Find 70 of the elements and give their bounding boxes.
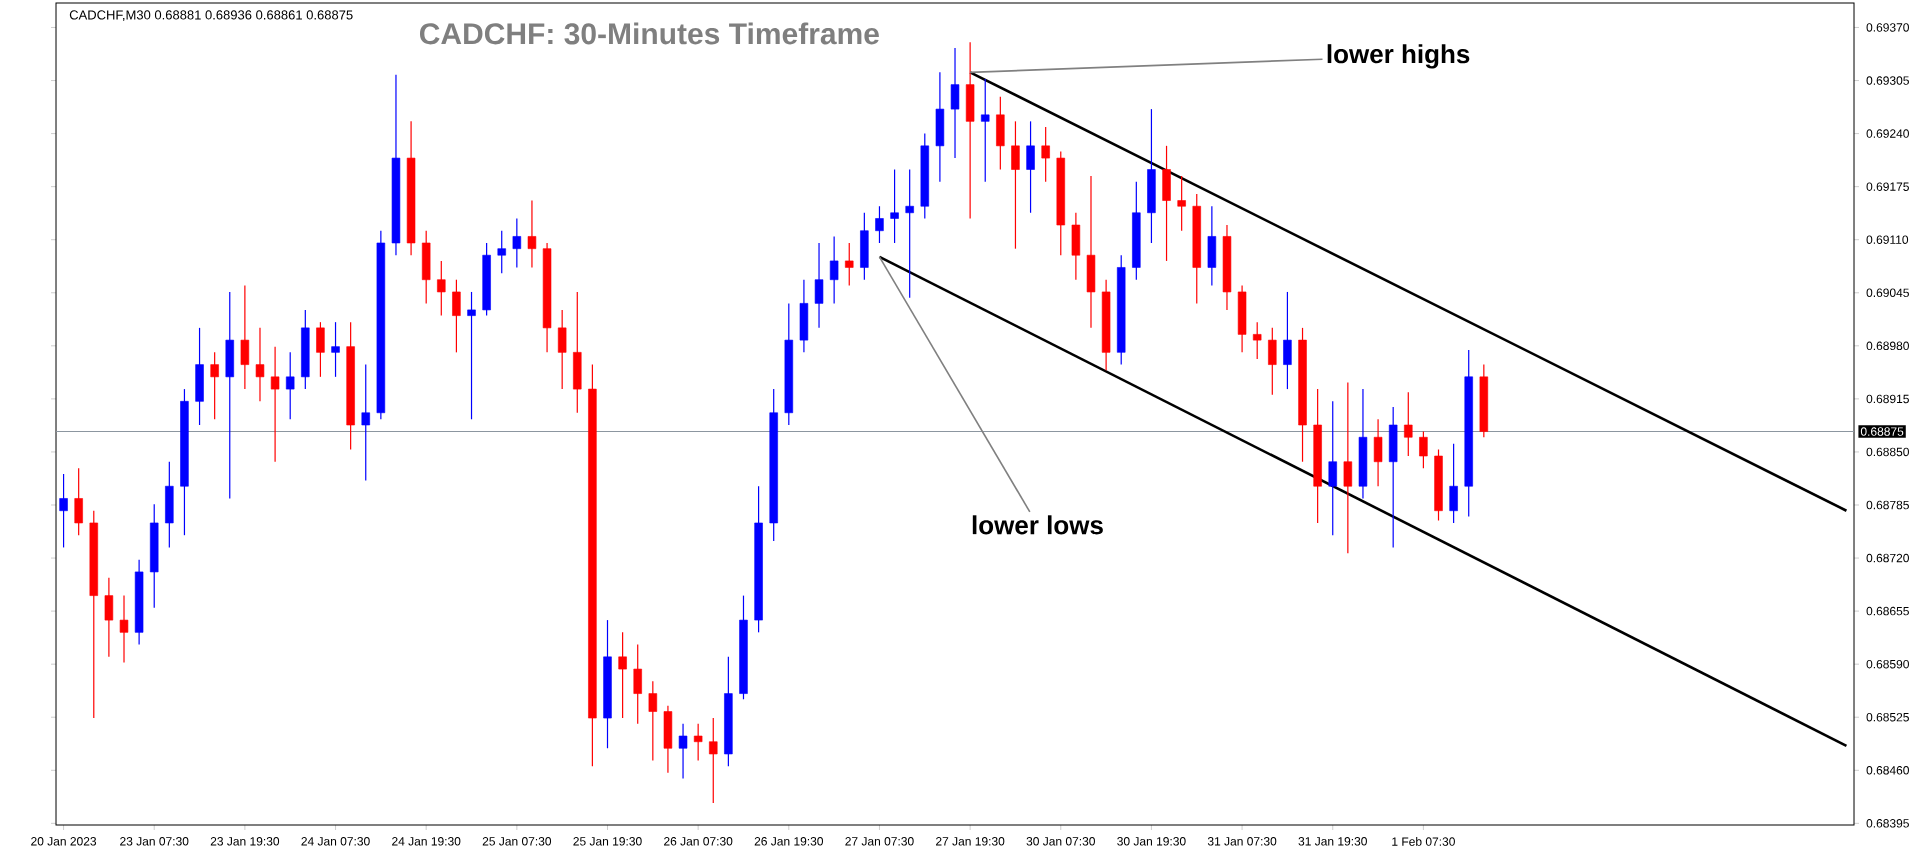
candlestick xyxy=(1011,120,1020,250)
candlestick xyxy=(255,327,265,402)
y-tick-label: 0.69045 xyxy=(1866,288,1909,298)
candlestick xyxy=(905,168,914,299)
y-tick-label: 0.68785 xyxy=(1866,500,1909,510)
x-tick-label: 24 Jan 19:30 xyxy=(392,837,461,846)
y-tick-label: 0.69305 xyxy=(1866,76,1909,85)
candlestick xyxy=(829,235,839,304)
x-tick-label: 31 Jan 07:30 xyxy=(1207,837,1277,846)
y-tick-label: 0.68395 xyxy=(1866,819,1909,828)
candlestick xyxy=(512,217,522,269)
x-tick-label: 25 Jan 19:30 xyxy=(573,837,642,846)
candlestick xyxy=(437,260,446,317)
x-tick-label: 26 Jan 19:30 xyxy=(754,837,824,846)
x-tick-label: 25 Jan 07:30 xyxy=(482,837,552,846)
y-tick-label: 0.68980 xyxy=(1866,341,1909,351)
annotation: CADCHF,M30 0.68881 0.68936 0.68861 0.68875 xyxy=(69,10,353,22)
x-tick-label: 30 Jan 07:30 xyxy=(1026,837,1095,846)
annotation: lower lows xyxy=(972,515,1103,535)
candlestick xyxy=(1026,120,1035,214)
x-tick-label: 20 Jan 2023 xyxy=(31,837,97,846)
candlestick xyxy=(845,242,854,287)
y-tick-label: 0.68720 xyxy=(1866,553,1909,563)
candlestick xyxy=(285,351,295,420)
y-tick-label: 0.69240 xyxy=(1866,129,1909,138)
candlestick xyxy=(709,717,718,804)
candlestick xyxy=(1252,321,1262,360)
y-tick-label: 0.68460 xyxy=(1866,766,1909,775)
candlestick xyxy=(890,168,899,244)
candlestick xyxy=(1404,391,1413,457)
y-tick-label: 0.69175 xyxy=(1866,182,1909,191)
x-tick-label: 23 Jan 19:30 xyxy=(210,837,280,846)
candlestick xyxy=(527,199,537,269)
candlestick xyxy=(361,364,370,482)
x-tick-label: 30 Jan 19:30 xyxy=(1117,837,1186,846)
annotation: lower highs xyxy=(1327,44,1470,69)
candlestick xyxy=(452,279,461,353)
candlestick xyxy=(1419,430,1428,469)
candlestick xyxy=(981,78,990,183)
x-tick-label: 27 Jan 07:30 xyxy=(845,837,914,846)
x-tick-label: 31 Jan 19:30 xyxy=(1298,837,1367,846)
candlestick xyxy=(210,351,219,420)
candlestick xyxy=(648,680,658,762)
y-tick-label: 0.68590 xyxy=(1866,659,1909,669)
x-tick-label: 24 Jan 07:30 xyxy=(301,837,370,846)
y-tick-label: 0.68850 xyxy=(1866,447,1909,457)
x-tick-label: 26 Jan 07:30 xyxy=(664,837,733,846)
y-tick-label: 0.68915 xyxy=(1866,394,1909,404)
ref-line-label: 0.68875 xyxy=(1860,427,1904,436)
candlestick xyxy=(875,205,884,244)
x-tick-label: 1 Feb 07:30 xyxy=(1392,837,1455,846)
candlestick xyxy=(1041,126,1050,183)
y-tick-label: 0.68525 xyxy=(1866,712,1909,722)
candlestick xyxy=(618,631,627,719)
candlestick xyxy=(814,242,824,329)
candlestick xyxy=(270,346,280,463)
candlestick xyxy=(678,723,688,780)
candlestick xyxy=(331,321,340,378)
candlestick xyxy=(693,723,703,762)
y-tick-label: 0.68655 xyxy=(1866,606,1909,616)
y-tick-label: 0.69110 xyxy=(1866,235,1909,244)
candlestick xyxy=(119,595,129,664)
candlestick xyxy=(59,473,68,549)
candlestick xyxy=(467,291,476,420)
x-tick-label: 23 Jan 07:30 xyxy=(120,837,189,846)
y-tick-label: 0.69370 xyxy=(1866,23,1909,32)
x-tick-label: 27 Jan 19:30 xyxy=(936,837,1005,846)
text: CADCHF: 30-Minutes Timeframe xyxy=(419,22,879,45)
candlestick xyxy=(1177,175,1186,232)
candlestick xyxy=(497,230,506,274)
